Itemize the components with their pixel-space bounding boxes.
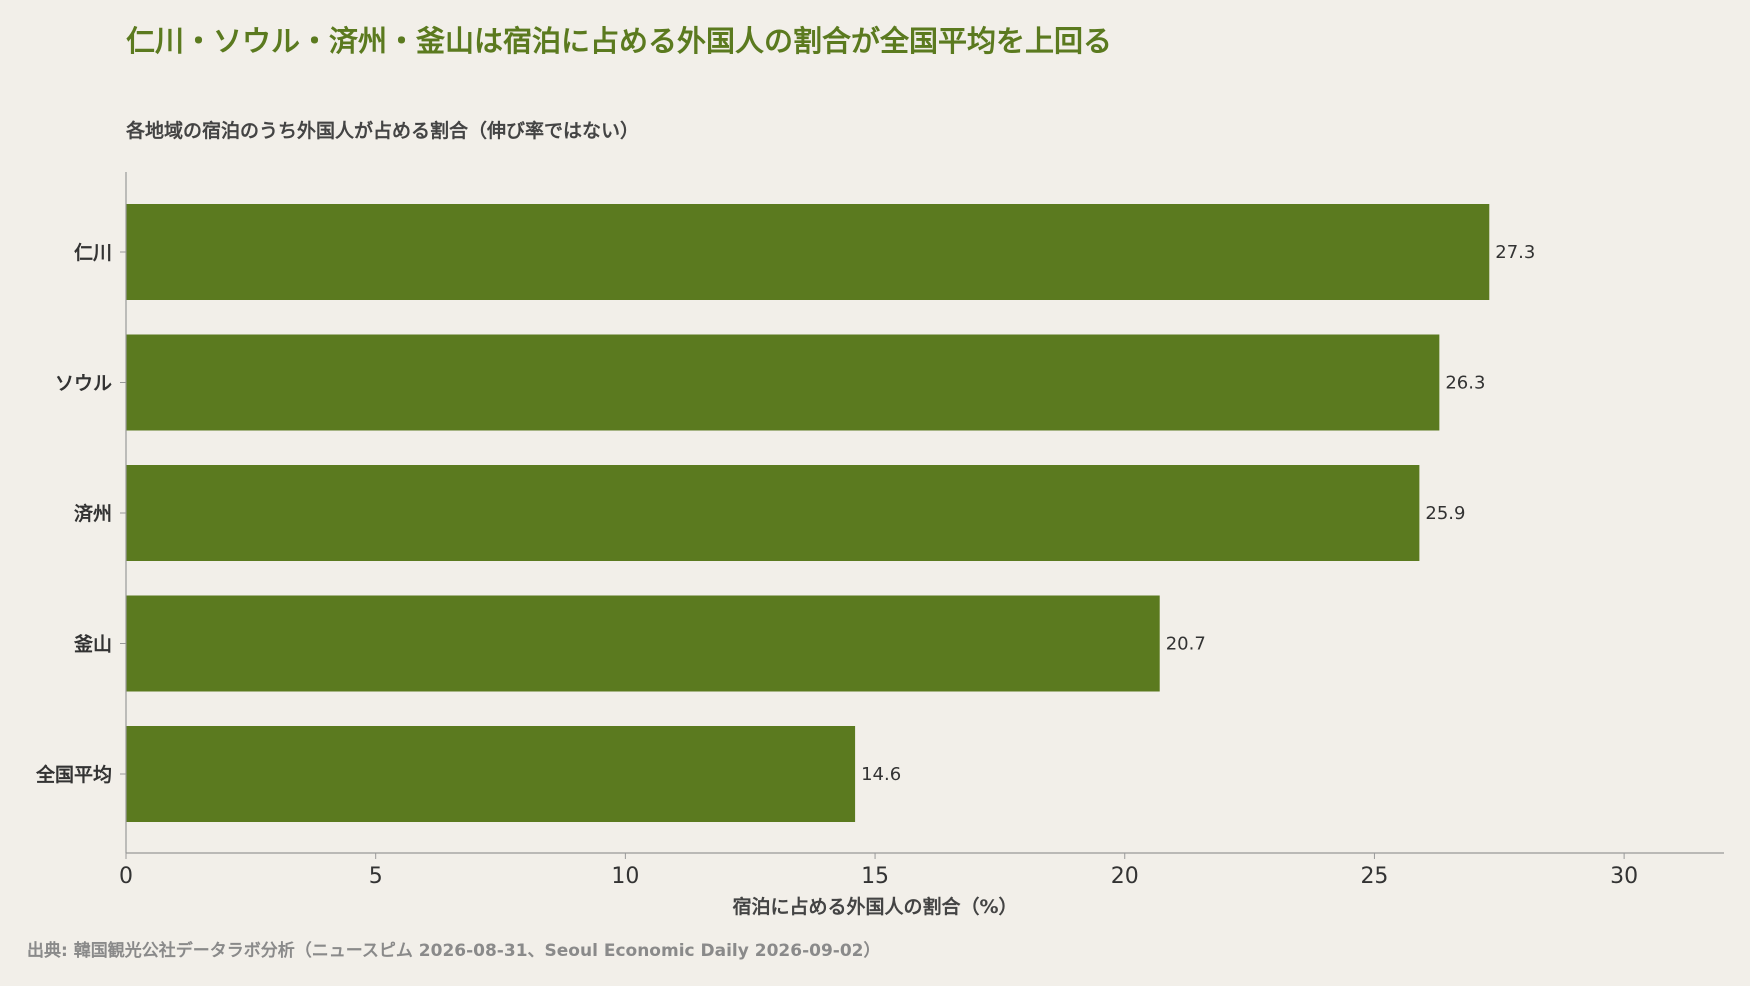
x-tick-label-6: 30 (1610, 864, 1638, 889)
category-label-1: ソウル (55, 373, 112, 395)
bar-2 (126, 465, 1420, 561)
source-note: 出典: 韓国観光公社データラボ分析（ニュースピム 2026-08-31、Seou… (27, 941, 881, 961)
bars-layer: 27.3 26.3 25.9 20.7 14.6 (126, 204, 1535, 822)
category-label-0: 仁川 (74, 241, 112, 264)
data-label-4: 14.6 (861, 764, 901, 785)
x-tick-label-0: 0 (119, 864, 133, 889)
chart-title: 仁川・ソウル・済州・釜山は宿泊に占める外国人の割合が全国平均を上回る (126, 24, 1113, 58)
bar-1 (126, 334, 1440, 431)
data-label-2: 25.9 (1425, 503, 1465, 524)
x-tick-label-5: 25 (1360, 864, 1388, 889)
chart-subtitle: 各地域の宿泊のうち外国人が占める割合（伸び率ではない） (126, 120, 640, 142)
bar-0 (126, 204, 1490, 300)
category-label-4: 全国平均 (35, 763, 112, 786)
data-label-1: 26.3 (1445, 373, 1485, 394)
x-tick-label-1: 5 (369, 864, 383, 889)
x-tick-label-3: 15 (861, 864, 889, 889)
x-tick-label-4: 20 (1111, 864, 1139, 889)
x-tick-label-2: 10 (611, 864, 639, 889)
x-axis-title: 宿泊に占める外国人の割合（%） (732, 895, 1017, 918)
bar-3 (126, 595, 1160, 692)
data-label-0: 27.3 (1495, 242, 1535, 263)
data-label-3: 20.7 (1166, 634, 1206, 655)
bar-4 (126, 726, 856, 822)
category-label-2: 済州 (74, 502, 112, 525)
category-label-3: 釜山 (73, 633, 112, 656)
